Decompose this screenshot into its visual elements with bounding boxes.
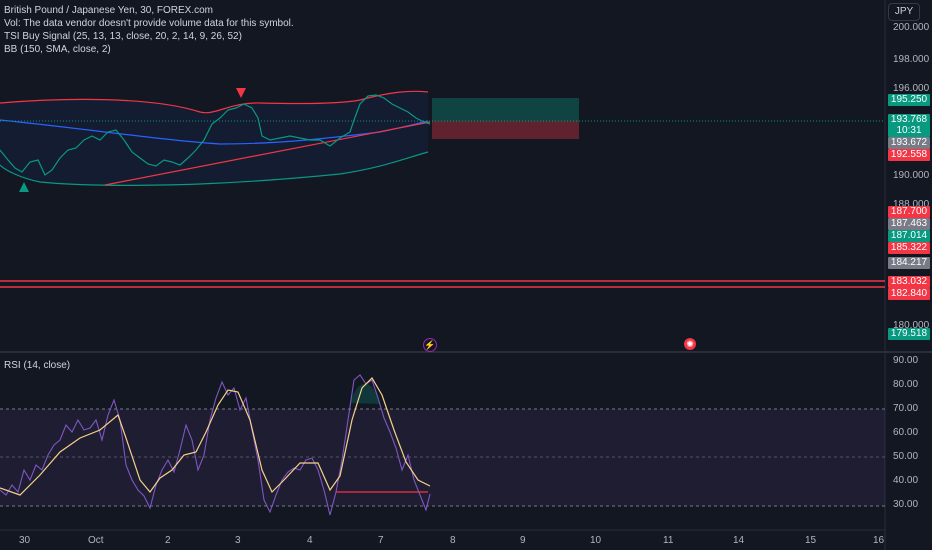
rsi-overbought-fill [350,383,380,404]
stop-price-badge: 192.558 [888,149,930,161]
level-badge: 187.463 [888,218,930,230]
bb-legend[interactable]: BB (150, SMA, close, 2) [4,44,111,55]
last-price-badge: 193.768 [888,114,930,126]
time-tick: 9 [520,535,526,546]
level-badge: 184.217 [888,257,930,269]
entry-price-badge: 193.672 [888,137,930,149]
price-tick: 188.000 [893,199,930,210]
level-badge: 185.322 [888,242,930,254]
tsi-legend[interactable]: TSI Buy Signal (25, 13, 13, close, 20, 2… [4,31,242,42]
volume-legend[interactable]: Vol: The data vendor doesn't provide vol… [4,18,294,29]
rsi-tick: 30.00 [893,499,919,510]
countdown-badge: 10:31 [888,125,930,137]
time-tick: 15 [805,535,817,546]
rsi-tick: 60.00 [893,427,919,438]
rsi-tick: 50.00 [893,451,919,462]
rsi-tick: 40.00 [893,475,919,486]
level-badge: 187.700 [888,206,930,218]
level-badge: 183.032 [888,276,930,288]
bb-band-fill [0,91,428,186]
price-tick: 180.000 [893,320,930,331]
rsi-tick: 80.00 [893,379,919,390]
time-tick: 7 [378,535,384,546]
time-tick: 30 [19,535,31,546]
time-tick: 11 [663,535,674,546]
stop-zone [432,121,579,139]
buy-signal-marker [19,182,29,192]
time-tick: 2 [165,535,171,546]
target-price-badge: 195.250 [888,94,930,106]
trend-line [104,121,431,186]
lightning-icon[interactable]: ⚡ [423,338,437,352]
rsi-ma-line [0,377,431,496]
time-tick: 10 [590,535,602,546]
price-tick: 198.000 [893,54,930,65]
level-badge: 179.518 [888,328,930,340]
target-zone [432,98,579,121]
symbol-title[interactable]: British Pound / Japanese Yen, 30, FOREX.… [4,5,214,16]
event-icon[interactable]: ✺ [684,338,696,350]
time-tick: 8 [450,535,456,546]
time-tick: 14 [733,535,745,546]
level-badge: 187.014 [888,230,930,242]
bb-upper-line [0,90,429,114]
rsi-tick: 90.00 [893,355,919,366]
level-badge: 182.840 [888,288,930,300]
sell-signal-marker [236,88,246,98]
time-tick: Oct [88,535,104,546]
price-tick: 196.000 [893,83,930,94]
time-tick: 4 [307,535,313,546]
price-series [0,94,431,176]
rsi-legend[interactable]: RSI (14, close) [4,360,71,371]
currency-selector[interactable]: JPY [888,3,920,21]
bb-lower-line [0,151,429,186]
time-tick: 16 [873,535,885,546]
price-tick: 190.000 [893,170,930,181]
price-tick: 200.000 [893,22,930,33]
rsi-line [0,374,431,516]
time-tick: 3 [235,535,241,546]
rsi-tick: 70.00 [893,403,919,414]
